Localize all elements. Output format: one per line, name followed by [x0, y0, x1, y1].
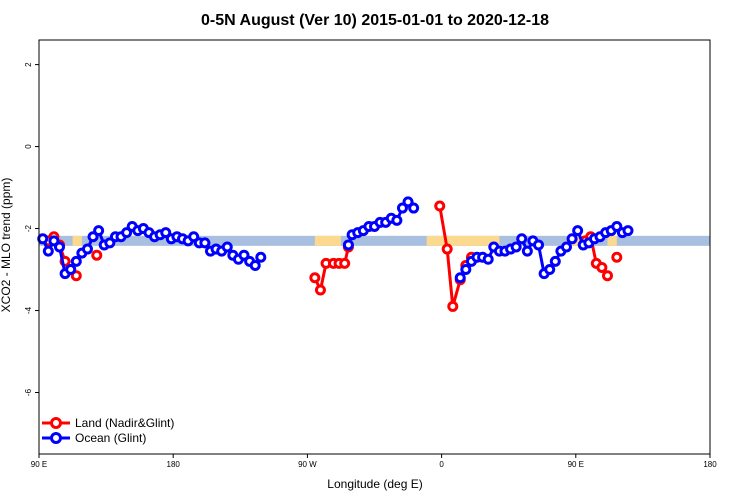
data-point	[482, 253, 494, 265]
data-point	[37, 233, 49, 245]
data-point	[314, 284, 326, 296]
legend: Land (Nadir&Glint) Ocean (Glint)	[42, 416, 174, 445]
x-tick-label: 180	[167, 460, 181, 469]
series-land	[42, 200, 623, 312]
data-point	[342, 239, 354, 251]
band-land-segment	[426, 235, 500, 246]
x-tick-label: 90 W	[298, 460, 317, 469]
band-land-segment	[72, 235, 82, 246]
coverage-band	[39, 235, 710, 246]
x-tick-label: 90 E	[31, 460, 47, 469]
data-point	[70, 255, 82, 267]
data-point	[549, 255, 561, 267]
data-point	[516, 233, 528, 245]
data-point	[460, 264, 472, 276]
series-layer	[37, 196, 634, 312]
data-point	[221, 241, 233, 253]
data-point	[54, 241, 66, 253]
y-axis: 2 0 -2 -4 -6	[24, 62, 39, 396]
band-land-segment	[607, 235, 617, 246]
chart-title: 0-5N August (Ver 10) 2015-01-01 to 2020-…	[201, 12, 549, 29]
data-point	[447, 300, 459, 312]
y-tick-label: 0	[24, 144, 33, 149]
y-tick-label: -4	[24, 306, 33, 314]
data-point	[622, 225, 634, 237]
data-point	[199, 237, 211, 249]
x-axis: 90 E 180 90 W 0 90 E 180	[31, 454, 717, 469]
data-point	[572, 225, 584, 237]
x-tick-label: 0	[439, 460, 444, 469]
data-point	[441, 243, 453, 255]
data-point	[611, 251, 623, 263]
data-point	[533, 239, 545, 251]
y-tick-label: -6	[24, 388, 33, 396]
data-point	[81, 243, 93, 255]
data-point	[255, 251, 267, 263]
x-tick-label: 90 E	[568, 460, 584, 469]
data-point	[434, 200, 446, 212]
data-point	[544, 264, 556, 276]
data-point	[42, 245, 54, 257]
data-point	[91, 249, 103, 261]
legend-ocean-label: Ocean (Glint)	[75, 431, 146, 445]
data-point	[596, 261, 608, 273]
legend-land-label: Land (Nadir&Glint)	[75, 416, 174, 430]
x-axis-label: Longitude (deg E)	[327, 477, 422, 491]
legend-ocean-marker	[50, 432, 62, 444]
data-point	[510, 241, 522, 253]
band-ocean	[39, 235, 710, 246]
data-point	[93, 225, 105, 237]
y-axis-label: XCO2 - MLO trend (ppm)	[0, 178, 13, 313]
legend-land-marker	[50, 417, 62, 429]
data-point	[454, 272, 466, 284]
series-ocean	[37, 196, 634, 284]
data-point	[249, 259, 261, 271]
band-land-segment	[314, 235, 341, 246]
data-point	[65, 264, 77, 276]
data-point	[408, 202, 420, 214]
data-point	[566, 233, 578, 245]
plot-frame	[38, 39, 711, 455]
data-point	[560, 241, 572, 253]
x-tick-label: 180	[703, 460, 717, 469]
y-tick-label: 2	[24, 62, 33, 67]
data-point	[339, 257, 351, 269]
y-tick-label: -2	[24, 224, 33, 232]
data-point	[309, 272, 321, 284]
data-point	[391, 214, 403, 226]
data-point	[521, 245, 533, 257]
data-point	[601, 270, 613, 282]
